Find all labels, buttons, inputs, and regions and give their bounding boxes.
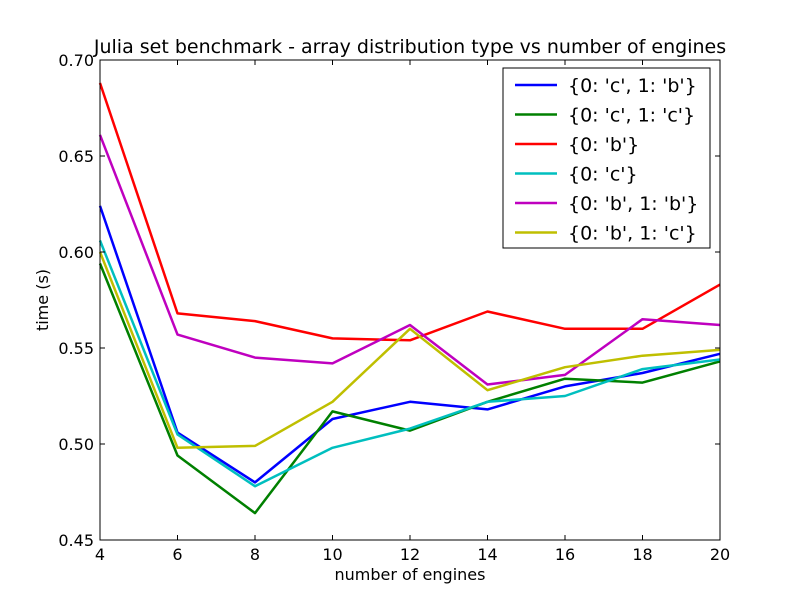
y-tick-label: 0.70: [58, 51, 94, 70]
y-axis-label: time (s): [33, 269, 52, 331]
x-tick-label: 12: [400, 545, 420, 564]
y-tick-label: 0.60: [58, 243, 94, 262]
legend-label-5: {0: 'b', 1: 'c'}: [568, 223, 697, 245]
x-tick-label: 20: [710, 545, 730, 564]
legend-box: [502, 67, 711, 249]
x-tick-label: 18: [632, 545, 652, 564]
x-tick-label: 4: [95, 545, 105, 564]
x-tick-label: 14: [477, 545, 497, 564]
y-tick-label: 0.50: [58, 435, 94, 454]
series-line-2: [98, 82, 721, 342]
legend: {0: 'c', 1: 'b'} {0: 'c', 1: 'c'} {0: 'b'}…: [502, 67, 711, 249]
legend-label-3: {0: 'c'}: [568, 164, 638, 186]
x-tick-label: 6: [172, 545, 182, 564]
y-tick-label: 0.55: [58, 339, 94, 358]
legend-label-2: {0: 'b'}: [568, 134, 639, 156]
chart-title: Julia set benchmark - array distribution…: [93, 36, 726, 58]
x-tick-label: 16: [555, 545, 575, 564]
y-tick-label: 0.65: [58, 147, 94, 166]
legend-label-0: {0: 'c', 1: 'b'}: [568, 75, 697, 97]
x-tick-label: 8: [250, 545, 260, 564]
plot-area: 4 6 8 10 12 14 16 18 20 0.45 0.50 0.55 0.60 0.65 0.70 {…: [58, 51, 730, 564]
series-line-5: [98, 251, 721, 450]
y-tick-label: 0.45: [58, 531, 94, 550]
legend-label-4: {0: 'b', 1: 'b'}: [568, 193, 698, 215]
series-line-4: [98, 134, 721, 386]
legend-label-1: {0: 'c', 1: 'c'}: [568, 105, 695, 127]
series-line-1: [98, 263, 721, 515]
x-tick-label: 10: [322, 545, 342, 564]
x-axis-label: number of engines: [335, 565, 486, 584]
series-line-3: [98, 240, 721, 488]
